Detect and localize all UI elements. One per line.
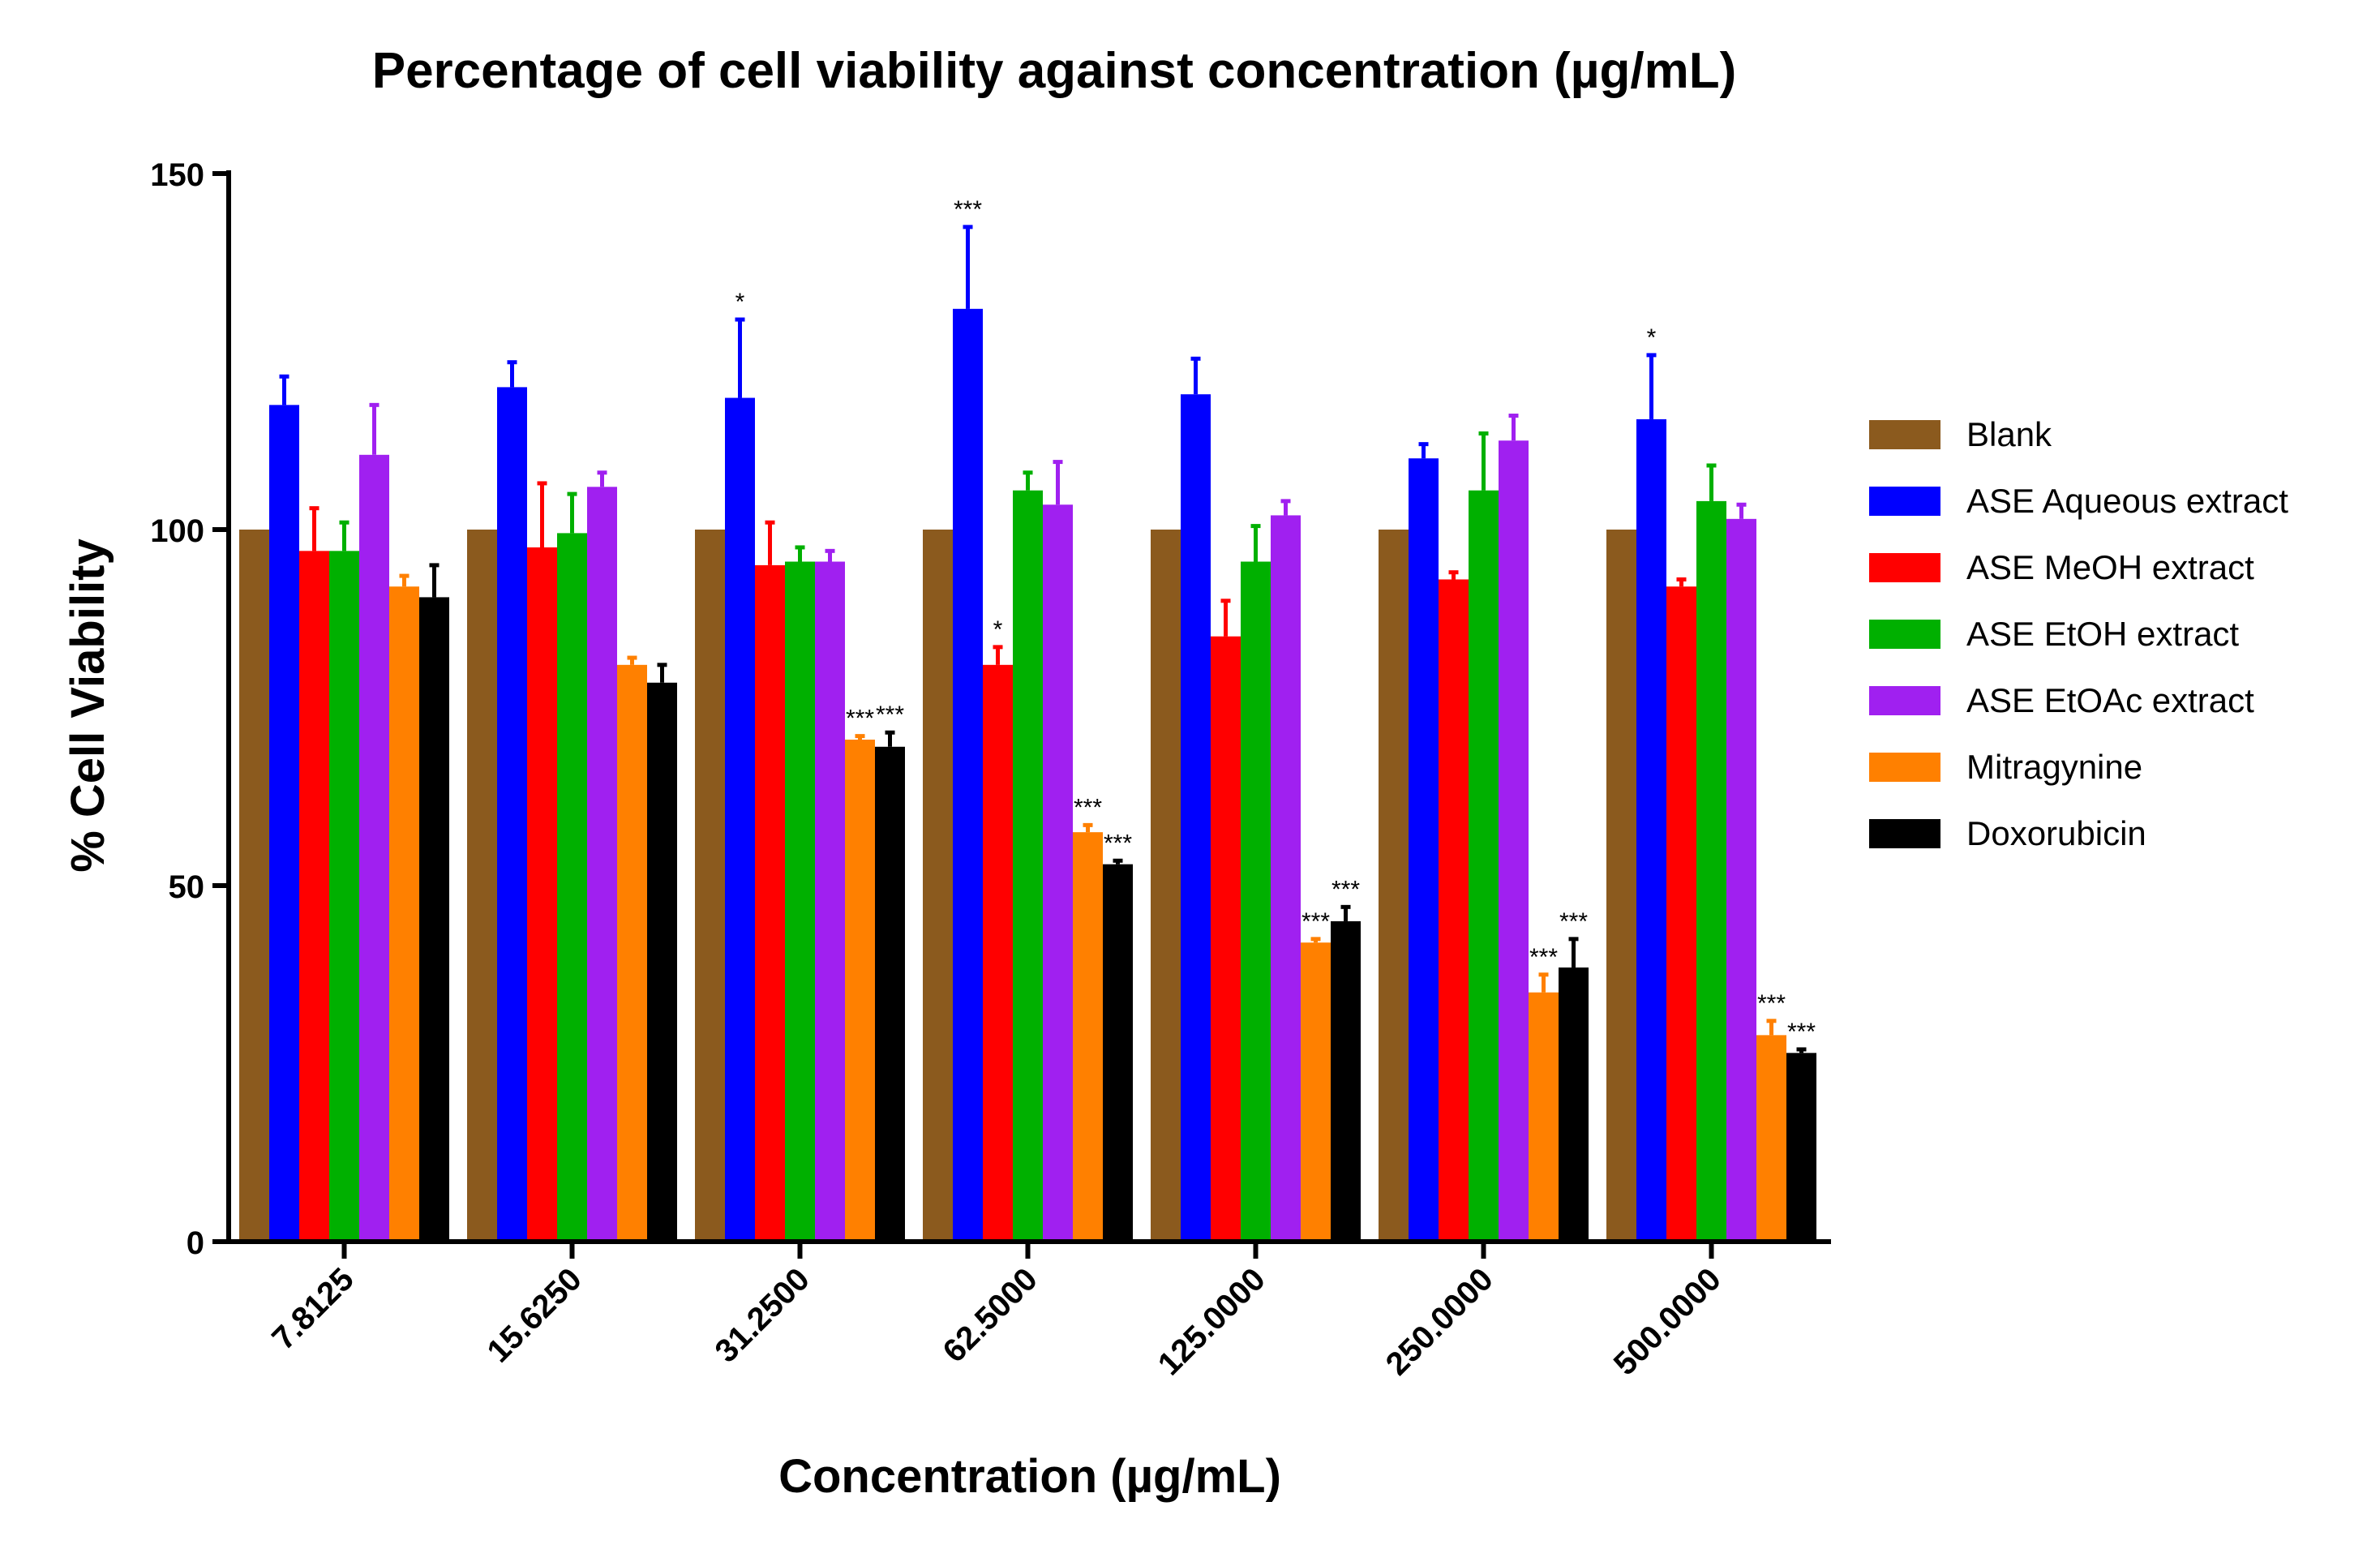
x-tick-label: 31.2500 bbox=[709, 1261, 817, 1369]
x-tick-label: 15.6250 bbox=[481, 1261, 589, 1369]
x-tick-label: 7.8125 bbox=[265, 1261, 361, 1357]
significance-label: *** bbox=[1332, 876, 1360, 903]
bar bbox=[875, 746, 905, 1242]
bar bbox=[755, 564, 785, 1242]
significance-label: *** bbox=[1529, 944, 1558, 971]
x-tick-label: 500.0000 bbox=[1607, 1261, 1728, 1382]
significance-label: *** bbox=[876, 702, 904, 728]
legend-swatch bbox=[1869, 686, 1940, 715]
bar bbox=[695, 530, 725, 1242]
bar bbox=[983, 664, 1013, 1242]
bar bbox=[1181, 394, 1211, 1242]
bar bbox=[1529, 992, 1559, 1242]
significance-label: *** bbox=[954, 196, 982, 223]
significance-label: *** bbox=[1757, 990, 1786, 1017]
bar bbox=[1271, 515, 1301, 1242]
bar bbox=[1073, 832, 1103, 1242]
bar bbox=[1499, 440, 1529, 1242]
x-tick-label: 250.0000 bbox=[1379, 1261, 1500, 1382]
bar bbox=[1241, 561, 1271, 1242]
bar bbox=[467, 530, 497, 1242]
bar bbox=[1756, 1035, 1786, 1242]
bar bbox=[419, 597, 449, 1242]
significance-label: * bbox=[735, 289, 745, 315]
bar bbox=[617, 664, 647, 1242]
bar bbox=[269, 405, 299, 1242]
bar bbox=[1043, 504, 1073, 1242]
bar bbox=[1211, 636, 1241, 1242]
bar bbox=[389, 586, 419, 1242]
legend-label: Blank bbox=[1966, 415, 2052, 453]
bar bbox=[1013, 490, 1043, 1242]
bar bbox=[1636, 418, 1666, 1242]
significance-label: *** bbox=[1074, 794, 1102, 821]
bar bbox=[587, 487, 617, 1242]
bar bbox=[1469, 490, 1499, 1242]
bar bbox=[359, 454, 389, 1242]
legend-swatch bbox=[1869, 753, 1940, 782]
legend-swatch bbox=[1869, 620, 1940, 649]
y-ticks: 0 50 100 150 bbox=[150, 157, 229, 1261]
bar bbox=[845, 740, 875, 1242]
bar bbox=[1301, 942, 1331, 1242]
legend-label: ASE Aqueous extract bbox=[1966, 482, 2288, 520]
bar bbox=[1151, 530, 1181, 1242]
y-tick-label: 50 bbox=[169, 869, 205, 905]
bar bbox=[1559, 967, 1589, 1242]
bar bbox=[329, 551, 359, 1242]
significance-label: *** bbox=[846, 706, 874, 732]
bar bbox=[1439, 579, 1469, 1242]
bar bbox=[1786, 1053, 1816, 1242]
bar bbox=[299, 551, 329, 1242]
y-tick-label: 150 bbox=[150, 157, 204, 193]
significance-label: * bbox=[993, 616, 1003, 643]
bar bbox=[923, 530, 953, 1242]
legend-swatch bbox=[1869, 487, 1940, 516]
bar bbox=[725, 397, 755, 1242]
legend-swatch bbox=[1869, 420, 1940, 449]
legend-label: ASE MeOH extract bbox=[1966, 548, 2254, 586]
bar bbox=[239, 530, 269, 1242]
bar bbox=[557, 533, 587, 1242]
bar bbox=[647, 682, 677, 1242]
x-tick-label: 62.5000 bbox=[937, 1261, 1044, 1369]
bar bbox=[953, 308, 983, 1242]
significance-label: *** bbox=[1104, 830, 1132, 856]
x-tick-label: 125.0000 bbox=[1151, 1261, 1272, 1382]
bar bbox=[1103, 864, 1133, 1242]
bar bbox=[1409, 458, 1439, 1242]
significance-label: * bbox=[1647, 324, 1657, 351]
y-axis-title: % Cell Viability bbox=[62, 539, 114, 873]
bar bbox=[1606, 530, 1636, 1242]
bar bbox=[1379, 530, 1409, 1242]
legend: Blank ASE Aqueous extract ASE MeOH extract… bbox=[1869, 415, 2288, 852]
bar bbox=[1331, 920, 1361, 1242]
significance-label: *** bbox=[1787, 1019, 1816, 1045]
y-tick-label: 100 bbox=[150, 513, 204, 549]
legend-label: Mitragynine bbox=[1966, 748, 2142, 786]
y-tick-label: 0 bbox=[187, 1225, 204, 1261]
chart-title: Percentage of cell viability against con… bbox=[372, 43, 1737, 99]
x-ticks: 7.8125 15.6250 31.2500 62.5000 125.0000 250.0… bbox=[265, 1242, 1728, 1382]
bar bbox=[785, 561, 815, 1242]
bar bbox=[1666, 586, 1696, 1242]
significance-label: *** bbox=[1559, 908, 1588, 935]
legend-swatch bbox=[1869, 553, 1940, 582]
bar bbox=[1696, 500, 1726, 1242]
legend-swatch bbox=[1869, 819, 1940, 848]
legend-label: ASE EtOH extract bbox=[1966, 615, 2239, 653]
significance-label: *** bbox=[1301, 908, 1330, 935]
legend-label: Doxorubicin bbox=[1966, 814, 2146, 852]
bar bbox=[1726, 518, 1756, 1242]
bar bbox=[527, 547, 557, 1242]
x-axis-title: Concentration (µg/mL) bbox=[778, 1450, 1281, 1503]
plot-area: **** ******************************** bbox=[239, 196, 1816, 1242]
bar bbox=[815, 561, 845, 1242]
bar bbox=[497, 387, 527, 1242]
legend-label: ASE EtOAc extract bbox=[1966, 681, 2254, 719]
